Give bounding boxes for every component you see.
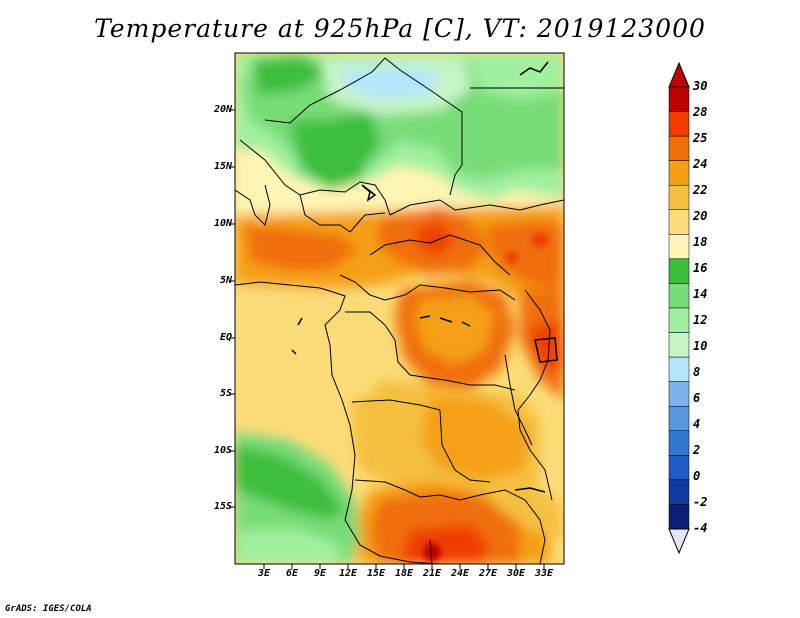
colorbar-label: 18 (693, 235, 708, 249)
colorbar-under-triangle (668, 528, 690, 555)
colorbar-over-triangle (668, 61, 690, 88)
colorbar-label: 14 (693, 287, 708, 301)
colorbar-label: 30 (693, 79, 708, 93)
lat-tick-label: 15N (213, 161, 232, 172)
colorbar-label: 22 (693, 183, 708, 197)
colorbar (668, 61, 690, 555)
lon-tick-label: 21E (422, 568, 442, 579)
colorbar-label: 2 (693, 443, 701, 457)
colorbar-box (668, 258, 690, 284)
lat-tick-label: EQ (219, 332, 232, 343)
colorbar-label: 24 (693, 157, 708, 171)
colorbar-label: 12 (693, 313, 708, 327)
lat-tick-label: 5N (219, 275, 232, 286)
colorbar-box (668, 356, 690, 382)
lon-tick-label: 15E (366, 568, 386, 579)
colorbar-box (668, 405, 690, 432)
colorbar-box (668, 504, 690, 530)
colorbar-box (668, 455, 690, 481)
map-title: Temperature at 925hPa [C], VT: 201912300… (94, 14, 706, 43)
lon-tick-label: 3E (257, 568, 271, 579)
colorbar-box (668, 135, 690, 161)
colorbar-label: 25 (693, 131, 708, 145)
colorbar-label: 28 (693, 105, 708, 119)
lat-tick-label: 20N (213, 104, 232, 115)
colorbar-box (668, 160, 690, 186)
lon-tick-label: 9E (313, 568, 327, 579)
lat-tick-label: 5S (219, 388, 232, 399)
colorbar-label: -4 (693, 521, 708, 535)
colorbar-label: 6 (693, 391, 701, 405)
colorbar-label: 16 (693, 261, 708, 275)
colorbar-box (668, 234, 690, 260)
colorbar-box (668, 184, 690, 211)
colorbar-label: 0 (693, 469, 701, 483)
colorbar-box (668, 209, 690, 235)
lon-tick-label: 30E (506, 568, 526, 579)
lat-tick-label: 15S (213, 501, 232, 512)
lon-tick-label: 12E (338, 568, 358, 579)
lon-tick-label: 18E (394, 568, 414, 579)
colorbar-label: 10 (693, 339, 708, 353)
temperature-field (235, 53, 564, 564)
lat-tick-label: 10N (213, 218, 232, 229)
lon-tick-label: 27E (478, 568, 498, 579)
colorbar-label: 8 (693, 365, 701, 379)
map-frame (234, 52, 565, 565)
colorbar-label: 20 (693, 209, 708, 223)
lat-tick-marks (229, 109, 235, 508)
colorbar-box (668, 86, 690, 112)
colorbar-label: 4 (693, 417, 701, 431)
colorbar-box (668, 111, 690, 137)
colorbar-box (668, 332, 690, 358)
lon-tick-marks (263, 564, 545, 569)
lat-tick-label: 10S (213, 445, 232, 456)
colorbar-box (668, 430, 690, 456)
colorbar-label: -2 (693, 495, 708, 509)
colorbar-box (668, 307, 690, 333)
grads-credit: GrADS: IGES/COLA (5, 604, 92, 614)
lon-tick-label: 6E (285, 568, 299, 579)
colorbar-box (668, 479, 690, 505)
colorbar-box (668, 381, 690, 407)
lon-tick-label: 33E (534, 568, 554, 579)
lon-tick-label: 24E (450, 568, 470, 579)
colorbar-box (668, 283, 690, 309)
